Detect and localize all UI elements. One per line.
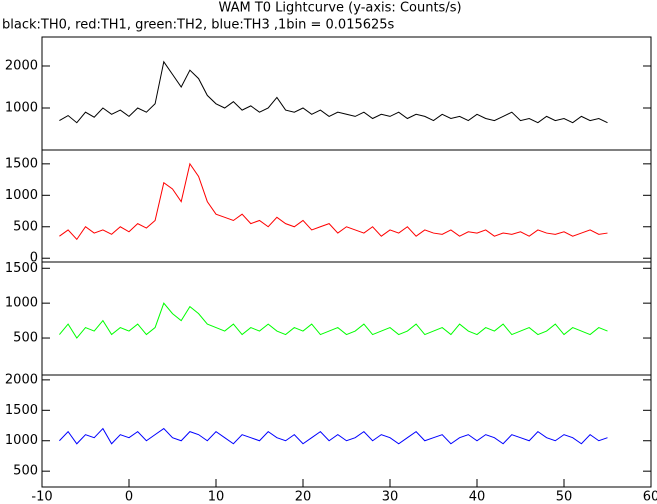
y-tick-label: 2000: [5, 372, 38, 387]
series-line: [59, 427, 608, 445]
y-tick-label: 1000: [5, 296, 38, 311]
y-tick-label: 1500: [5, 156, 38, 171]
x-tick-label: 10: [208, 490, 225, 504]
y-tick-label: 1000: [5, 100, 38, 115]
y-tick-label: 500: [13, 331, 38, 346]
y-tick-label: 1000: [5, 188, 38, 203]
y-tick-label: 0: [30, 251, 38, 266]
y-tick-label: 500: [13, 464, 38, 479]
x-tick-label: 60: [643, 490, 657, 504]
x-tick-label: -10: [31, 490, 52, 504]
y-tick-label: 500: [13, 219, 38, 234]
chart-title: WAM T0 Lightcurve (y-axis: Counts/s): [218, 1, 461, 16]
x-tick-label: 40: [469, 490, 486, 504]
y-tick-label: 1500: [5, 261, 38, 276]
x-tick-label: 30: [382, 490, 399, 504]
series-line: [59, 60, 608, 124]
series-line: [59, 302, 608, 339]
y-tick-label: 2000: [5, 58, 38, 73]
series-line: [59, 162, 608, 241]
chart-subtitle: black:TH0, red:TH1, green:TH2, blue:TH3 …: [2, 18, 395, 33]
y-tick-label: 1000: [5, 433, 38, 448]
y-tick-label: 1500: [5, 403, 38, 418]
x-tick-label: 50: [556, 490, 573, 504]
x-tick-label: 0: [125, 490, 133, 504]
panel-frame: [41, 374, 652, 488]
x-tick-label: 20: [295, 490, 312, 504]
